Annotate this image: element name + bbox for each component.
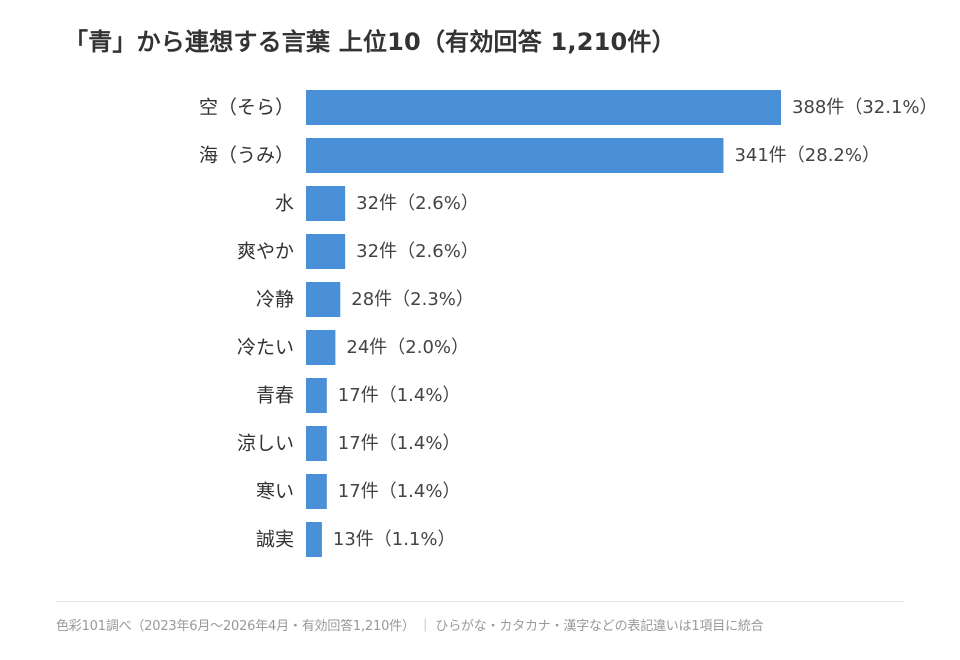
value-label: 17件（1.4%） xyxy=(338,481,461,502)
footnote: 色彩101調べ（2023年6月〜2026年4月・有効回答1,210件） ｜ ひら… xyxy=(56,619,764,634)
bar-chart: 空（そら） 388件（32.1%） 海（うみ） 341件（28.2%） 水 32件（2.6… xyxy=(199,90,938,557)
bar xyxy=(306,186,346,221)
bar xyxy=(306,426,327,461)
category-label: 空（そら） xyxy=(199,97,294,119)
value-label: 17件（1.4%） xyxy=(338,385,461,406)
bar xyxy=(306,138,724,173)
bar xyxy=(306,522,322,557)
bar xyxy=(306,90,781,125)
bar xyxy=(306,378,327,413)
category-label: 誠実 xyxy=(256,529,294,551)
value-label: 32件（2.6%） xyxy=(356,193,479,214)
value-label: 341件（28.2%） xyxy=(734,145,880,166)
bar xyxy=(306,474,327,509)
category-label: 寒い xyxy=(256,481,294,503)
value-label: 388件（32.1%） xyxy=(792,97,938,118)
chart-title: 「青」から連想する言葉 上位10（有効回答 1,210件） xyxy=(64,28,676,56)
value-label: 28件（2.3%） xyxy=(351,289,474,310)
category-label: 涼しい xyxy=(237,433,294,455)
category-label: 冷静 xyxy=(256,289,294,311)
bar xyxy=(306,330,336,365)
bar xyxy=(306,282,341,317)
footnote-divider xyxy=(56,601,904,602)
category-label: 海（うみ） xyxy=(199,145,294,167)
category-label: 水 xyxy=(275,193,294,215)
value-label: 13件（1.1%） xyxy=(333,529,456,550)
category-label: 青春 xyxy=(256,385,294,407)
bar xyxy=(306,234,346,269)
category-label: 冷たい xyxy=(237,337,294,359)
value-label: 17件（1.4%） xyxy=(338,433,461,454)
value-label: 24件（2.0%） xyxy=(346,337,469,358)
category-label: 爽やか xyxy=(237,241,294,263)
value-label: 32件（2.6%） xyxy=(356,241,479,262)
